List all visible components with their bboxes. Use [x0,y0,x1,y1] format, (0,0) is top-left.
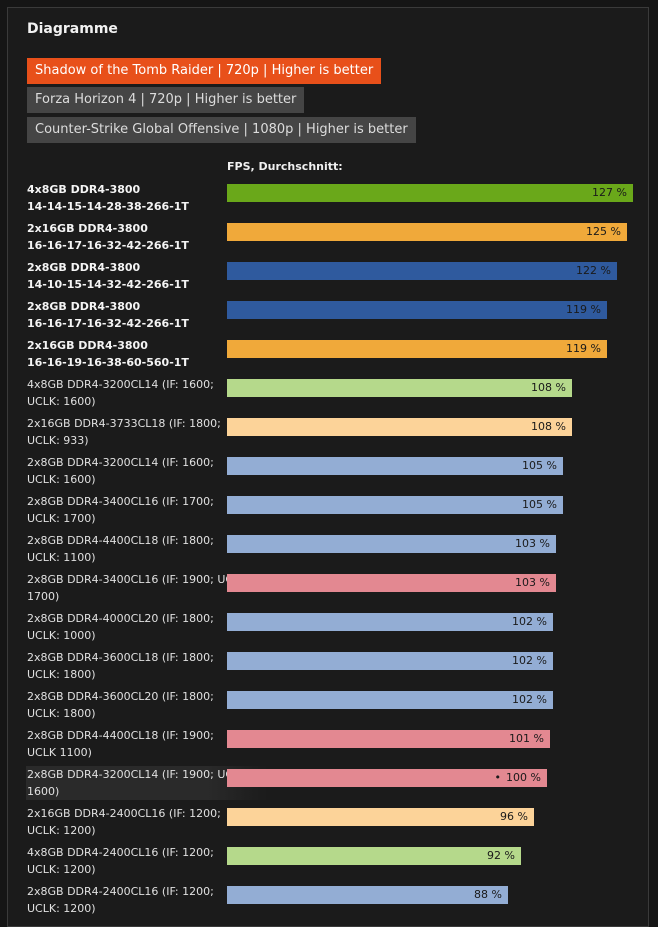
bar: • 100 % [227,769,547,787]
bar-value-label: 103 % [515,576,550,589]
chart-row: 2x8GB DDR4-3800 14-10-15-14-32-42-266-1T… [26,259,646,298]
chart-row: 2x8GB DDR4-3200CL14 (IF: 1600; UCLK: 160… [26,454,646,493]
bar: 92 % [227,847,521,865]
bar-value-label: 103 % [515,537,550,550]
bar: 103 % [227,535,556,553]
chart-row: 2x8GB DDR4-3600CL18 (IF: 1800; UCLK: 180… [26,649,646,688]
bar: 108 % [227,418,572,436]
bar-category-label: 2x8GB DDR4-3800 14-10-15-14-32-42-266-1T [27,261,189,291]
bar-category-label: 2x8GB DDR4-4400CL18 (IF: 1800; UCLK: 110… [27,534,214,564]
tab-shadow-of-the-tomb-raider[interactable]: Shadow of the Tomb Raider | 720p | Highe… [27,58,382,84]
chart-row: 2x8GB DDR4-2400CL16 (IF: 1200; UCLK: 120… [26,883,646,922]
bar-category-label: 4x8GB DDR4-3800 14-14-15-14-28-38-266-1T [27,183,189,213]
bar: 102 % [227,691,553,709]
bar-value-label: 96 % [500,810,528,823]
bar-value-label: 102 % [512,693,547,706]
bar: 105 % [227,457,563,475]
chart-row: 2x16GB DDR4-2400CL16 (IF: 1200; UCLK: 12… [26,805,646,844]
bar-category-label: 4x8GB DDR4-2400CL16 (IF: 1200; UCLK: 120… [27,846,214,876]
bar-category-label: 2x8GB DDR4-3200CL14 (IF: 1600; UCLK: 160… [27,456,214,486]
chart-row: 2x8GB DDR4-3200CL14 (IF: 1900; UCLK 1600… [26,766,646,805]
bar-value-label: 101 % [509,732,544,745]
bar: 101 % [227,730,550,748]
bar: 119 % [227,340,607,358]
bar-value-label: 125 % [586,225,621,238]
bar-value-label: 102 % [512,615,547,628]
bar-category-label: 2x16GB DDR4-3800 16-16-17-16-32-42-266-1… [27,222,189,252]
chart-row: 2x8GB DDR4-3400CL16 (IF: 1700; UCLK: 170… [26,493,646,532]
chart-row: 4x8GB DDR4-3200CL14 (IF: 1600; UCLK: 160… [26,376,646,415]
chart-row: 2x8GB DDR4-4400CL18 (IF: 1800; UCLK: 110… [26,532,646,571]
bar: 88 % [227,886,508,904]
bar-value-label: 119 % [566,303,601,316]
bar: 102 % [227,652,553,670]
bar: 105 % [227,496,563,514]
bar: 103 % [227,574,556,592]
tab-forza-horizon-4[interactable]: Forza Horizon 4 | 720p | Higher is bette… [27,87,305,113]
chart-row: 2x8GB DDR4-4000CL20 (IF: 1800; UCLK: 100… [26,610,646,649]
axis-label: FPS, Durchschnitt: [227,160,343,173]
bar: 122 % [227,262,617,280]
bar: 96 % [227,808,534,826]
bar-value-label: 100 % [506,771,541,784]
bar-category-label: 2x8GB DDR4-3600CL18 (IF: 1800; UCLK: 180… [27,651,214,681]
tab-counter-strike-global-offensive[interactable]: Counter-Strike Global Offensive | 1080p … [27,117,416,143]
bar-value-label: 108 % [531,420,566,433]
bar-value-label: 127 % [592,186,627,199]
bar: 125 % [227,223,627,241]
bar-category-label: 2x16GB DDR4-3733CL18 (IF: 1800; UCLK: 93… [27,417,221,447]
bar-value-label: 108 % [531,381,566,394]
bar-value-label: 92 % [487,849,515,862]
bar-category-label: 2x16GB DDR4-2400CL16 (IF: 1200; UCLK: 12… [27,807,221,837]
bar: 119 % [227,301,607,319]
bar-category-label: 2x8GB DDR4-3400CL16 (IF: 1700; UCLK: 170… [27,495,214,525]
bar-category-label: 2x16GB DDR4-3800 16-16-19-16-38-60-560-1… [27,339,189,369]
bar-category-label: 2x8GB DDR4-4400CL18 (IF: 1900; UCLK 1100… [27,729,214,759]
bar-value-label: 105 % [522,498,557,511]
bar-category-label: 2x8GB DDR4-3600CL20 (IF: 1800; UCLK: 180… [27,690,214,720]
chart-row: 2x8GB DDR4-3800 16-16-17-16-32-42-266-1T… [26,298,646,337]
bar-value-label: 119 % [566,342,601,355]
chart-row: 2x16GB DDR4-3800 16-16-17-16-32-42-266-1… [26,220,646,259]
chart-row: 2x8GB DDR4-3400CL16 (IF: 1900; UCLK 1700… [26,571,646,610]
chart-row: 2x16GB DDR4-3733CL18 (IF: 1800; UCLK: 93… [26,415,646,454]
chart-row: 2x16GB DDR4-3800 16-16-19-16-38-60-560-1… [26,337,646,376]
bar: 108 % [227,379,572,397]
bar-category-label: 2x8GB DDR4-4000CL20 (IF: 1800; UCLK: 100… [27,612,214,642]
reference-marker: • [494,771,502,784]
bar-category-label: 4x8GB DDR4-3200CL14 (IF: 1600; UCLK: 160… [27,378,214,408]
bar-value-label: 105 % [522,459,557,472]
bar: 127 % [227,184,633,202]
chart-row: 2x8GB DDR4-4400CL18 (IF: 1900; UCLK 1100… [26,727,646,766]
bar-value-label: 102 % [512,654,547,667]
bar-category-label: 2x8GB DDR4-3200CL14 (IF: 1900; UCLK 1600… [26,766,267,800]
bar-value-label: 122 % [576,264,611,277]
chart-row: 2x8GB DDR4-3600CL20 (IF: 1800; UCLK: 180… [26,688,646,727]
bar-category-label: 2x8GB DDR4-3800 16-16-17-16-32-42-266-1T [27,300,189,330]
section-title: Diagramme [27,21,118,37]
chart-row: 4x8GB DDR4-3800 14-14-15-14-28-38-266-1T… [26,181,646,220]
chart-row: 4x8GB DDR4-2400CL16 (IF: 1200; UCLK: 120… [26,844,646,883]
bar: 102 % [227,613,553,631]
bar-value-label: 88 % [474,888,502,901]
